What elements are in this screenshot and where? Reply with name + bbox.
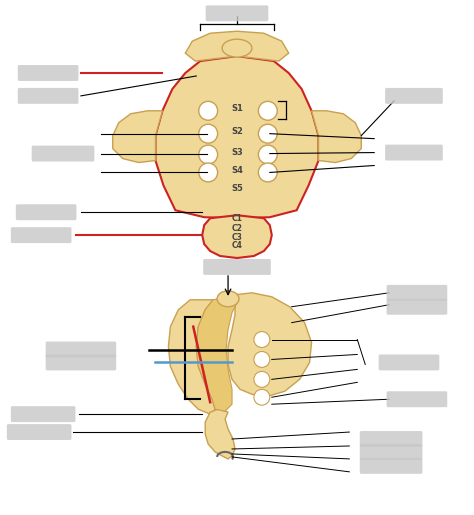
Polygon shape (168, 300, 215, 414)
FancyBboxPatch shape (360, 431, 422, 447)
Polygon shape (311, 111, 361, 163)
Circle shape (199, 163, 218, 182)
Text: S5: S5 (231, 184, 243, 193)
FancyBboxPatch shape (11, 406, 75, 422)
FancyBboxPatch shape (387, 299, 447, 315)
FancyBboxPatch shape (385, 88, 443, 104)
Text: C4: C4 (232, 241, 242, 250)
Circle shape (199, 145, 218, 164)
Polygon shape (202, 215, 272, 258)
Ellipse shape (222, 39, 252, 57)
Text: S3: S3 (231, 148, 243, 157)
Polygon shape (155, 56, 319, 218)
Circle shape (254, 371, 270, 387)
Circle shape (258, 145, 277, 164)
FancyBboxPatch shape (11, 227, 72, 243)
Text: C2: C2 (232, 224, 242, 233)
Text: S4: S4 (231, 166, 243, 175)
Polygon shape (185, 31, 289, 61)
Text: C3: C3 (232, 233, 242, 242)
FancyBboxPatch shape (32, 146, 94, 162)
Ellipse shape (217, 291, 239, 307)
Polygon shape (196, 297, 237, 411)
Circle shape (258, 163, 277, 182)
FancyBboxPatch shape (206, 5, 268, 21)
FancyBboxPatch shape (387, 391, 447, 407)
FancyBboxPatch shape (7, 424, 72, 440)
Circle shape (254, 332, 270, 348)
FancyBboxPatch shape (18, 65, 78, 81)
Text: C1: C1 (232, 214, 242, 222)
Polygon shape (113, 111, 163, 163)
FancyBboxPatch shape (360, 458, 422, 474)
Text: S1: S1 (231, 105, 243, 113)
Circle shape (199, 101, 218, 120)
FancyBboxPatch shape (360, 444, 422, 460)
FancyBboxPatch shape (379, 354, 439, 370)
FancyBboxPatch shape (203, 259, 271, 275)
Circle shape (254, 389, 270, 405)
Circle shape (258, 101, 277, 120)
FancyBboxPatch shape (18, 88, 78, 104)
Text: S2: S2 (231, 127, 243, 136)
Polygon shape (205, 409, 235, 459)
FancyBboxPatch shape (385, 145, 443, 161)
FancyBboxPatch shape (46, 354, 116, 370)
FancyBboxPatch shape (16, 204, 76, 220)
Circle shape (254, 352, 270, 367)
FancyBboxPatch shape (46, 341, 116, 357)
Circle shape (258, 124, 277, 143)
FancyBboxPatch shape (387, 285, 447, 301)
Polygon shape (228, 293, 311, 396)
Circle shape (199, 124, 218, 143)
